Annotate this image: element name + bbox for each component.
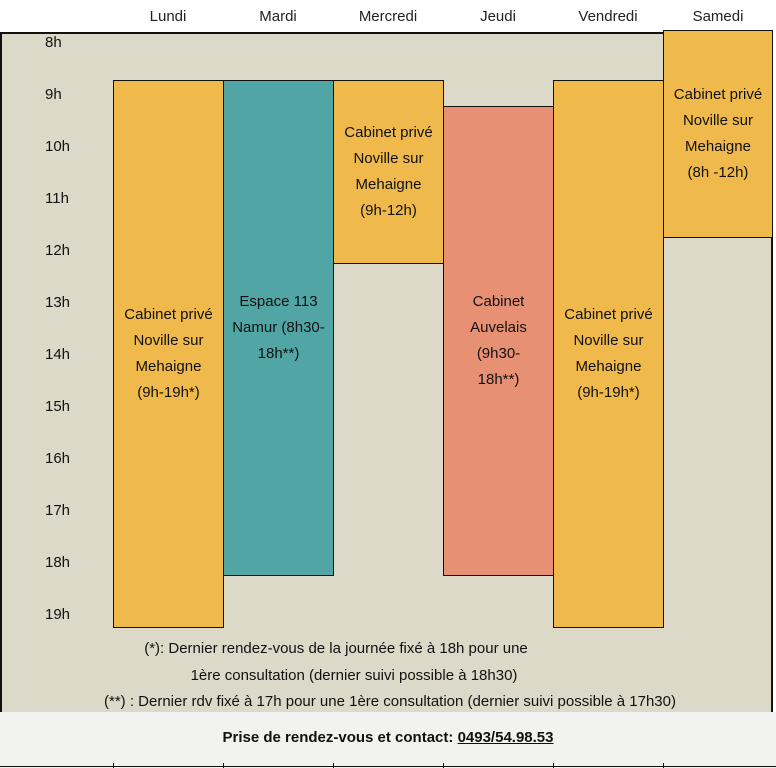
hour-label: 11h <box>45 190 69 207</box>
bottom-tick <box>333 763 334 768</box>
hour-label: 8h <box>45 34 62 51</box>
day-header-samedi: Samedi <box>692 8 744 25</box>
hour-label: 16h <box>45 450 71 467</box>
bottom-tick <box>663 763 664 768</box>
schedule-block-mardi: Espace 113 Namur (8h30- 18h**) <box>223 80 334 576</box>
schedule-block-label: Cabinet privé Noville sur Mehaigne (9h-1… <box>124 306 213 401</box>
contact-footer <box>0 712 776 768</box>
hour-label: 14h <box>45 346 71 363</box>
day-header-mardi: Mardi <box>259 8 297 25</box>
hour-label: 17h <box>45 502 71 519</box>
bottom-tick <box>113 763 114 768</box>
schedule-block-lundi: Cabinet privé Noville sur Mehaigne (9h-1… <box>113 80 224 628</box>
bottom-tick <box>443 763 444 768</box>
schedule-block-mercredi: Cabinet privé Noville sur Mehaigne (9h-1… <box>333 80 444 264</box>
schedule-block-label: Espace 113 Namur (8h30- 18h**) <box>232 293 325 362</box>
day-header-lundi: Lundi <box>149 8 187 25</box>
day-header-vendredi: Vendredi <box>578 8 638 25</box>
hour-label: 19h <box>45 606 71 623</box>
schedule-block-label: Cabinet privé Noville sur Mehaigne (8h -… <box>673 86 763 181</box>
bottom-tick <box>223 763 224 768</box>
contact-label: Prise de rendez-vous et contact: <box>222 729 458 746</box>
schedule-block-samedi: Cabinet privé Noville sur Mehaigne (8h -… <box>663 30 773 238</box>
hour-label: 12h <box>45 242 71 259</box>
footnote-single-star-line2: 1ère consultation (dernier suivi possibl… <box>190 667 518 684</box>
hour-label: 18h <box>45 554 71 571</box>
hour-label: 10h <box>45 138 71 155</box>
hour-label: 9h <box>45 86 62 103</box>
schedule-block-vendredi: Cabinet privé Noville sur Mehaigne (9h-1… <box>553 80 664 628</box>
bottom-tick <box>553 763 554 768</box>
contact-phone-link[interactable]: 0493/54.98.53 <box>457 729 554 746</box>
bottom-divider <box>0 766 776 767</box>
schedule-block-jeudi: Cabinet Auvelais (9h30- 18h**) <box>443 106 554 576</box>
day-header-jeudi: Jeudi <box>480 8 516 25</box>
hour-label: 13h <box>45 294 71 311</box>
schedule-block-label: Cabinet privé Noville sur Mehaigne (9h-1… <box>564 306 653 401</box>
contact-line: Prise de rendez-vous et contact: 0493/54… <box>0 729 776 746</box>
schedule-block-label: Cabinet privé Noville sur Mehaigne (9h-1… <box>344 124 433 219</box>
footnote-double-star: (**) : Dernier rdv fixé à 17h pour une 1… <box>104 693 676 710</box>
day-header-mercredi: Mercredi <box>358 8 418 25</box>
footnote-single-star-line1: (*): Dernier rendez-vous de la journée f… <box>144 640 528 657</box>
schedule-block-label: Cabinet Auvelais (9h30- 18h**) <box>470 293 527 388</box>
hour-label: 15h <box>45 398 71 415</box>
